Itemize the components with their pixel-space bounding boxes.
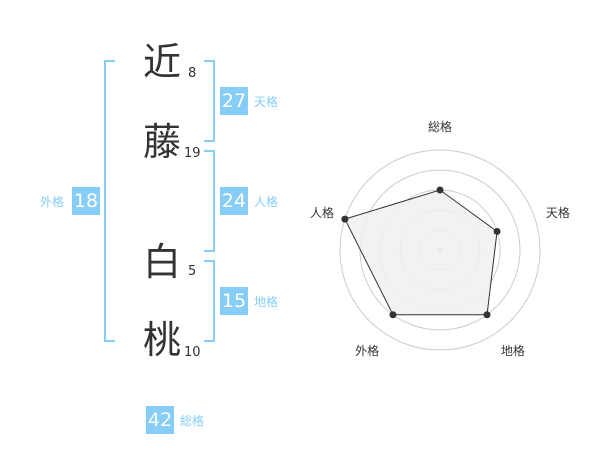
tenkaku-bracket — [204, 60, 215, 142]
radar-point — [341, 215, 349, 223]
jinkaku-bracket — [204, 150, 215, 252]
radar-point — [493, 227, 501, 235]
radar-area — [344, 189, 498, 316]
name-char-4: 桃 — [142, 318, 181, 362]
tenkaku-label: 天格 — [254, 95, 279, 109]
radar-axis-label: 天格 — [545, 205, 570, 220]
stroke-count-4: 10 — [184, 345, 201, 360]
gaikaku-label: 外格 — [40, 195, 65, 209]
stroke-count-1: 8 — [188, 66, 197, 81]
soukaku-value: 42 — [146, 406, 174, 434]
radar-axis-label: 地格 — [500, 344, 525, 359]
chikaku-bracket — [204, 260, 215, 342]
radar-axis-label: 外格 — [355, 344, 380, 359]
gaikaku-value: 18 — [72, 187, 100, 215]
radar-point — [389, 311, 397, 319]
stroke-count-3: 5 — [188, 264, 197, 279]
soukaku-label: 総格 — [180, 414, 205, 428]
radar-axis-label: 人格 — [310, 205, 335, 220]
name-char-3: 白 — [142, 240, 181, 284]
jinkaku-value: 24 — [220, 187, 248, 215]
radar-grid-ring — [339, 149, 541, 351]
chikaku-value: 15 — [220, 287, 248, 315]
radar-axis-label: 総格 — [427, 120, 452, 134]
radar-point — [436, 186, 444, 194]
gaikaku-bracket — [104, 60, 115, 342]
chikaku-label: 地格 — [254, 295, 279, 309]
name-char-1: 近 — [142, 40, 181, 84]
jinkaku-label: 人格 — [254, 195, 279, 209]
radar-point — [483, 311, 491, 319]
stroke-count-2: 19 — [184, 146, 201, 161]
name-char-2: 藤 — [142, 120, 181, 164]
tenkaku-value: 27 — [220, 87, 248, 115]
